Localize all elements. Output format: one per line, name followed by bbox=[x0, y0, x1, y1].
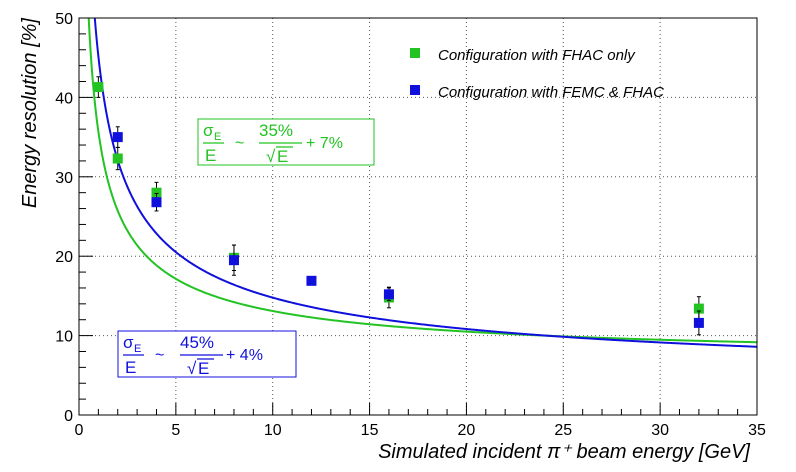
x-tick-label: 30 bbox=[651, 422, 669, 439]
formula-sigma-sub-fhac: E bbox=[214, 131, 221, 143]
data-point-series-1 bbox=[693, 317, 704, 328]
data-point-series-0 bbox=[112, 153, 123, 164]
formula-numerator-fhac: 35% bbox=[259, 121, 293, 140]
x-axis-title: Simulated incident π⁺ beam energy [GeV] bbox=[378, 441, 750, 463]
x-tick-label: 5 bbox=[171, 422, 180, 439]
fit-curve-series-1 bbox=[93, 17, 758, 348]
fit-formula-femc-fhac: σ E E ~ 45% √ E + 4% bbox=[117, 330, 297, 378]
y-tick-label: 0 bbox=[64, 408, 73, 425]
data-point-series-1 bbox=[306, 275, 317, 286]
x-tick-label: 25 bbox=[554, 422, 572, 439]
y-tick-label: 30 bbox=[55, 170, 73, 187]
formula-sqrt-sign-fhac: √ bbox=[266, 147, 276, 166]
x-tick-label: 15 bbox=[361, 422, 379, 439]
formula-sqrt-arg-femc-fhac: E bbox=[198, 359, 209, 378]
legend: Configuration with FHAC only Configurati… bbox=[410, 47, 664, 101]
data-point-series-1 bbox=[228, 255, 239, 266]
y-tick-label: 10 bbox=[55, 329, 73, 346]
formula-sigma-fhac: σ bbox=[203, 121, 214, 140]
legend-label-femc-fhac: Configuration with FEMC & FHAC bbox=[438, 84, 664, 101]
data-point-series-1 bbox=[112, 132, 123, 143]
formula-numerator-femc-fhac: 45% bbox=[180, 333, 214, 352]
fit-curve-series-0 bbox=[87, 17, 758, 344]
formula-tilde-femc-fhac: ~ bbox=[155, 347, 164, 364]
formula-sigma-sub-femc-fhac: E bbox=[134, 343, 141, 355]
data-point-series-1 bbox=[383, 289, 394, 300]
formula-box-fhac bbox=[197, 118, 375, 166]
data-point-series-0 bbox=[93, 82, 104, 93]
y-tick-label: 20 bbox=[55, 249, 73, 266]
formula-sigma-femc-fhac: σ bbox=[123, 333, 134, 352]
legend-marker-fhac bbox=[410, 48, 420, 58]
x-tick-label: 10 bbox=[264, 422, 282, 439]
y-tick-label: 40 bbox=[55, 90, 73, 107]
fit-formula-fhac: σ E E ~ 35% √ E + 7% bbox=[197, 118, 375, 166]
y-axis-title: Energy resolution [%] bbox=[19, 18, 41, 209]
legend-label-fhac: Configuration with FHAC only bbox=[438, 47, 636, 64]
data-point-series-1 bbox=[151, 197, 162, 208]
formula-constant-fhac: + 7% bbox=[306, 135, 343, 152]
formula-sqrt-arg-fhac: E bbox=[277, 147, 288, 166]
formula-box-femc-fhac bbox=[117, 330, 297, 378]
data-point-series-0 bbox=[693, 303, 704, 314]
y-tick-label: 50 bbox=[55, 11, 73, 28]
formula-sqrt-sign-femc-fhac: √ bbox=[187, 359, 197, 378]
formula-denominator-femc-fhac: E bbox=[125, 358, 136, 377]
data-point-series-0 bbox=[151, 187, 162, 198]
tick-labels: 0 5 10 15 20 25 30 35 0 10 20 30 40 50 bbox=[55, 11, 766, 439]
fit-curves bbox=[87, 17, 758, 348]
axis-ticks bbox=[78, 17, 758, 416]
x-tick-label: 20 bbox=[458, 422, 476, 439]
plot-frame bbox=[78, 17, 758, 416]
formula-denominator-fhac: E bbox=[205, 146, 216, 165]
x-tick-label: 35 bbox=[748, 422, 766, 439]
formula-tilde-fhac: ~ bbox=[235, 135, 244, 152]
data-points bbox=[93, 76, 704, 336]
legend-marker-femc-fhac bbox=[410, 85, 420, 95]
formula-constant-femc-fhac: + 4% bbox=[226, 347, 263, 364]
x-tick-label: 0 bbox=[75, 422, 84, 439]
